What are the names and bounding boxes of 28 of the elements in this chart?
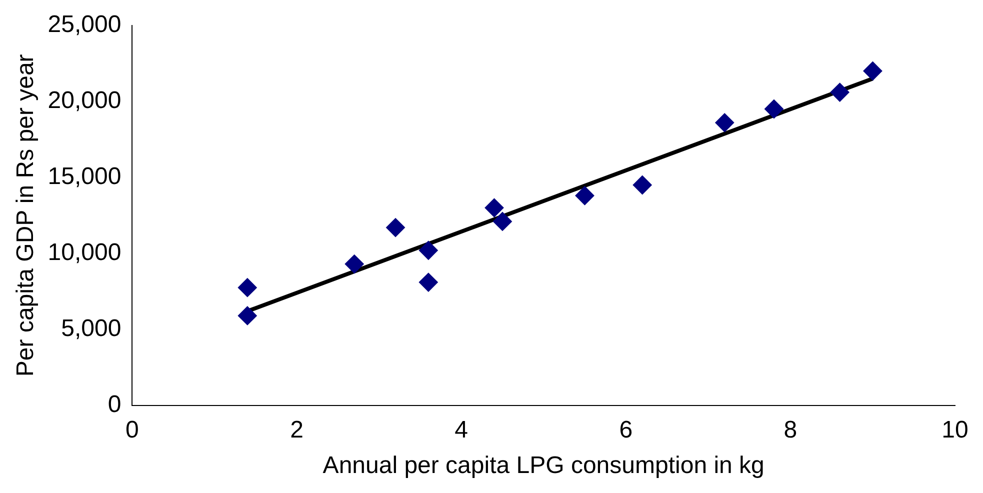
x-tick-label: 2	[290, 416, 304, 444]
point	[418, 272, 438, 292]
point	[863, 62, 882, 80]
point	[344, 254, 364, 274]
y-tick-label: 5,000	[61, 315, 122, 342]
point	[238, 306, 257, 326]
point	[492, 212, 512, 231]
y-tick-label: 25,000	[48, 11, 122, 38]
y-tick-label: 20,000	[48, 87, 122, 114]
point	[238, 278, 257, 298]
point	[830, 82, 850, 102]
x-tick-label: 8	[784, 416, 798, 444]
x-axis-title: Annual per capita LPG consumption in kg	[322, 452, 764, 480]
point	[575, 186, 594, 206]
x-tick-label: 0	[126, 416, 139, 444]
y-axis-title: Per capita GDP in Rs per year	[12, 54, 40, 377]
point	[715, 113, 734, 132]
point	[764, 100, 784, 118]
point	[484, 198, 504, 218]
x-tick-label: 10	[942, 416, 968, 444]
point	[386, 218, 405, 238]
point	[418, 240, 438, 260]
point	[632, 176, 652, 194]
y-tick-label: 10,000	[48, 239, 122, 266]
y-tick-label: 0	[108, 391, 122, 418]
x-tick-label: 4	[454, 416, 468, 444]
x-tick-label: 6	[619, 416, 633, 444]
y-tick-label: 15,000	[48, 163, 122, 190]
